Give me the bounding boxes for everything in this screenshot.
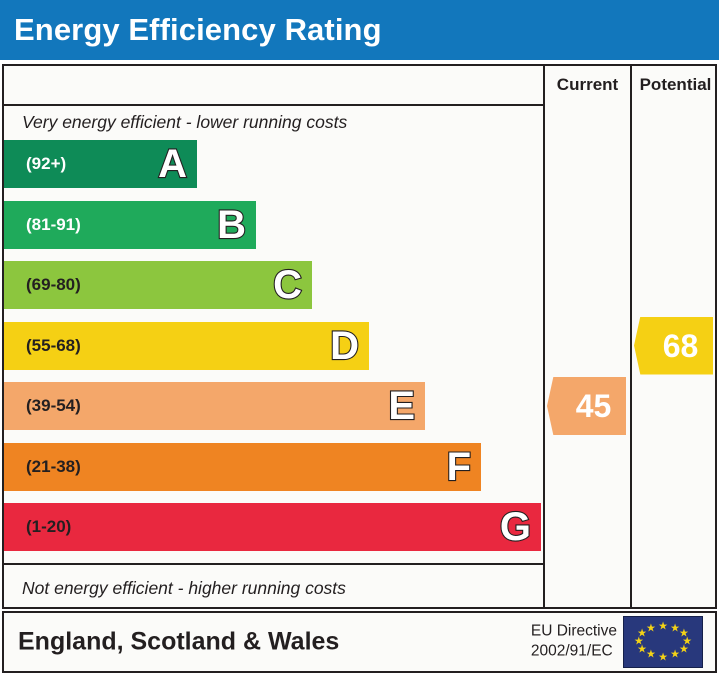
band-range-label: (1-20) [26,517,72,536]
current-column-divider [543,66,545,607]
band-list: (92+) A (81-91) B (69-80) C (55-68) D (39-54) E (2… [4,140,543,565]
band-row-e: (39-54) E [4,382,425,430]
footer-directive-label: EU Directive 2002/91/EC [531,622,617,663]
potential-column-header: Potential [639,75,712,94]
potential-column-divider [630,66,632,607]
eu-flag-icon: ★ ★ ★ ★ ★ ★ ★ ★ ★ ★ ★ ★ [623,616,703,668]
chart-header: Energy Efficiency Rating [0,0,719,60]
band-range-label: (69-80) [26,275,81,294]
potential-rating-arrow: 68 [634,316,713,375]
eu-flag-star: ★ [645,648,656,661]
directive-line-1: EU Directive [530,622,617,640]
eu-flag-star: ★ [670,648,681,661]
footer-divider-line [4,563,543,565]
footer-region-label: England, Scotland & Wales [18,627,340,656]
band-range-label: (92+) [26,154,67,173]
eu-flag-star: ★ [637,643,647,656]
band-letter-b: B [216,202,247,247]
eu-flag-star: ★ [645,622,656,635]
current-column-header: Current [556,75,619,94]
page-title: Energy Efficiency Rating [14,12,382,47]
band-row-a: (92+) A [4,140,197,188]
eu-flag-star: ★ [679,643,689,656]
header-divider-line [4,104,543,106]
band-range-label: (55-68) [26,335,81,355]
eu-flag-star: ★ [637,627,647,640]
current-rating-arrow: 45 [547,377,626,435]
rating-table: Current Potential Very energy efficient … [2,64,717,609]
eu-flag-star: ★ [658,651,668,663]
caption-efficient: Very energy efficient - lower running co… [22,112,348,132]
directive-line-2: 2002/91/EC [530,643,613,660]
band-letter-f: F [445,444,472,489]
eu-flag-star: ★ [682,635,693,648]
band-row-d: (55-68) D [4,321,369,370]
band-letter-e: E [387,384,416,428]
current-rating-value: 45 [575,388,612,424]
band-letter-c: C [272,263,303,307]
eu-flag-star: ★ [658,620,668,632]
eu-flag-star: ★ [633,635,644,648]
band-row-c: (69-80) C [4,261,312,309]
band-range-label: (81-91) [26,214,81,234]
eu-flag-star: ★ [679,627,689,640]
band-letter-a: A [157,142,188,186]
eu-flag-star: ★ [670,622,681,635]
band-row-g: (1-20) G [4,503,541,551]
potential-rating-value: 68 [662,327,699,364]
band-row-f: (21-38) F [4,442,481,491]
band-range-label: (21-38) [26,456,81,476]
band-range-label: (39-54) [26,396,81,415]
band-letter-g: G [499,505,532,549]
band-row-b: (81-91) B [4,200,256,249]
chart-footer: England, Scotland & Wales EU Directive 2… [2,611,717,673]
caption-inefficient: Not energy efficient - higher running co… [22,578,346,598]
band-letter-d: D [329,323,360,368]
